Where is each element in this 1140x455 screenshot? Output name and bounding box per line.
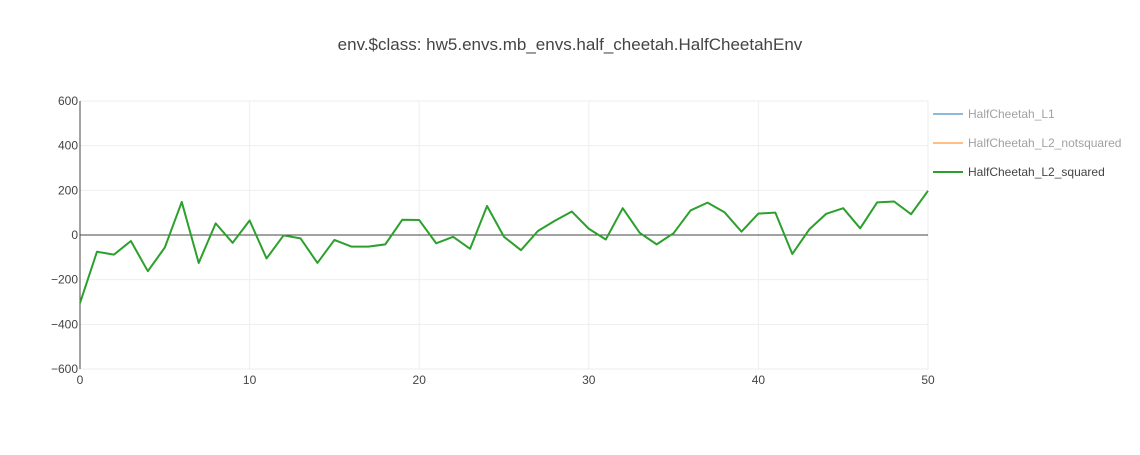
y-tick-label: −200 [51,273,78,287]
x-tick-label: 30 [582,373,596,387]
y-tick-label: 0 [71,228,78,242]
y-tick-label: 200 [58,183,78,197]
grid-lines [80,100,929,370]
y-tick-label: −600 [51,362,78,376]
legend[interactable]: HalfCheetah_L1 HalfCheetah_L2_notsquared H… [933,107,1121,179]
x-tick-label: 10 [243,373,257,387]
legend-item-0[interactable]: HalfCheetah_L1 [933,107,1055,121]
legend-item-1[interactable]: HalfCheetah_L2_notsquared [933,136,1121,150]
series-line-2 [79,190,929,304]
y-tick-label: −400 [51,317,78,331]
y-tick-label: 600 [58,94,78,108]
x-tick-label: 0 [77,373,84,387]
x-tick-label: 50 [921,373,935,387]
x-tick-label: 20 [413,373,427,387]
series-lines [79,190,929,304]
legend-item-2[interactable]: HalfCheetah_L2_squared [933,165,1105,179]
y-tick-label: 400 [58,139,78,153]
legend-label: HalfCheetah_L2_squared [968,165,1105,179]
chart-title: env.$class: hw5.envs.mb_envs.half_cheeta… [338,35,803,54]
legend-label: HalfCheetah_L1 [968,107,1055,121]
legend-label: HalfCheetah_L2_notsquared [968,136,1121,150]
x-tick-label: 40 [752,373,766,387]
